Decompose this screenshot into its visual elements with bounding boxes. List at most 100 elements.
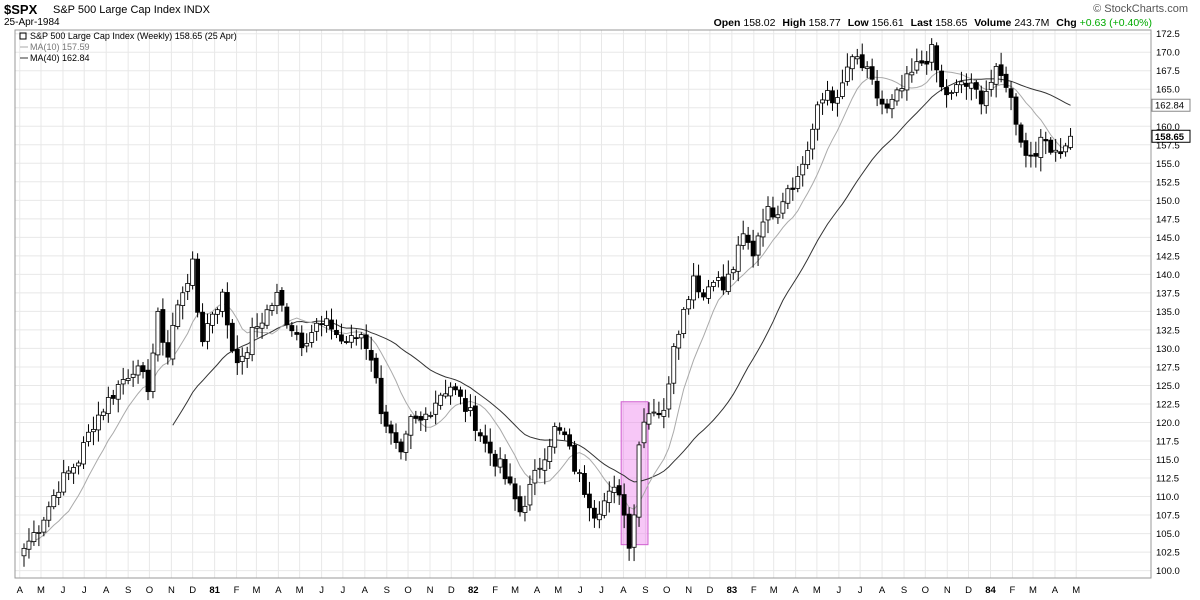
candle: [755, 232, 761, 266]
candle-body: [522, 505, 528, 513]
candle: [924, 51, 930, 75]
candle: [676, 330, 682, 360]
candle: [775, 205, 781, 224]
candle-body: [195, 258, 201, 313]
candle-body: [676, 333, 682, 349]
candle: [567, 428, 572, 450]
candle-body: [973, 82, 979, 90]
candle-body: [988, 81, 994, 90]
candle: [1023, 132, 1029, 168]
candle: [190, 251, 196, 290]
candle: [170, 312, 176, 366]
x-tick-label: A: [362, 585, 369, 596]
candle-body: [879, 98, 885, 105]
candle-body: [636, 444, 642, 518]
candle: [467, 394, 473, 417]
candle: [750, 229, 756, 268]
candle: [304, 333, 310, 353]
candle-body: [582, 473, 587, 495]
x-tick-label: S: [125, 585, 131, 596]
candle-body: [681, 308, 687, 334]
candle-body: [720, 276, 726, 291]
candle-body: [572, 444, 577, 472]
candle: [210, 311, 215, 334]
candle-body: [46, 506, 52, 521]
x-tick-label: D: [189, 585, 196, 596]
candle: [1018, 122, 1024, 148]
candle-body: [200, 311, 205, 343]
candle-body: [239, 355, 245, 362]
candle-body: [175, 304, 181, 327]
candle: [914, 48, 920, 74]
candle-body: [849, 56, 855, 70]
candle: [31, 520, 37, 546]
candle-body: [433, 402, 439, 415]
candle-body: [686, 299, 692, 310]
candle: [1013, 93, 1019, 136]
candle-body: [993, 66, 999, 85]
candle-body: [269, 305, 275, 311]
candle: [299, 325, 305, 357]
candle: [780, 192, 786, 219]
candle: [274, 283, 280, 315]
candle: [259, 312, 265, 339]
candle: [150, 343, 156, 399]
candle: [964, 73, 969, 100]
candle: [160, 298, 166, 356]
legend-main: S&P 500 Large Cap Index (Weekly) 158.65 …: [30, 31, 237, 41]
candle: [86, 424, 91, 447]
candle: [180, 286, 186, 320]
x-tick-label: D: [448, 585, 455, 596]
candle-body: [229, 322, 235, 352]
candle: [844, 53, 850, 86]
candle: [934, 42, 940, 83]
candle-body: [542, 459, 548, 471]
candle: [363, 324, 369, 360]
candle-body: [785, 188, 791, 204]
candle: [552, 422, 558, 454]
candle-body: [844, 66, 850, 82]
candle-body: [532, 469, 538, 484]
candle: [840, 69, 845, 100]
y-tick-label: 160.0: [1156, 122, 1180, 133]
candle: [165, 330, 171, 365]
candle-body: [716, 277, 721, 281]
candle: [810, 123, 816, 160]
candle: [458, 386, 463, 405]
chart-date: 25-Apr-1984: [4, 17, 60, 28]
candle: [656, 401, 662, 419]
candle-body: [765, 206, 771, 221]
candle: [1038, 129, 1044, 172]
y-tick-label: 170.0: [1156, 48, 1180, 59]
x-tick-label: M: [37, 585, 45, 596]
candle: [944, 79, 949, 108]
candle-body: [730, 269, 736, 274]
candle-body: [914, 61, 920, 71]
candle-body: [641, 421, 647, 444]
y-tick-label: 120.0: [1156, 418, 1180, 429]
x-tick-label: J: [858, 585, 863, 596]
candle: [125, 369, 131, 385]
candle-body: [621, 494, 627, 516]
y-tick-label: 165.0: [1156, 85, 1180, 96]
x-tick-label: F: [492, 585, 498, 596]
x-tick-label: M: [252, 585, 260, 596]
candle: [909, 58, 915, 83]
price-tags: 162.84 158.65: [1151, 98, 1191, 143]
candle-body: [949, 92, 954, 94]
candle: [547, 438, 553, 470]
candle: [279, 287, 285, 312]
x-tick-label: M: [1029, 585, 1037, 596]
candle: [418, 411, 424, 431]
x-tick-label: S: [901, 585, 907, 596]
candle-body: [353, 337, 359, 340]
candle: [463, 389, 468, 423]
candle-body: [423, 413, 429, 421]
candle: [835, 89, 840, 117]
y-tick-label: 132.5: [1156, 325, 1180, 336]
candle-body: [343, 341, 349, 343]
candle-body: [41, 519, 47, 533]
candle: [606, 481, 612, 513]
candle: [716, 271, 721, 288]
candle-body: [244, 352, 250, 359]
